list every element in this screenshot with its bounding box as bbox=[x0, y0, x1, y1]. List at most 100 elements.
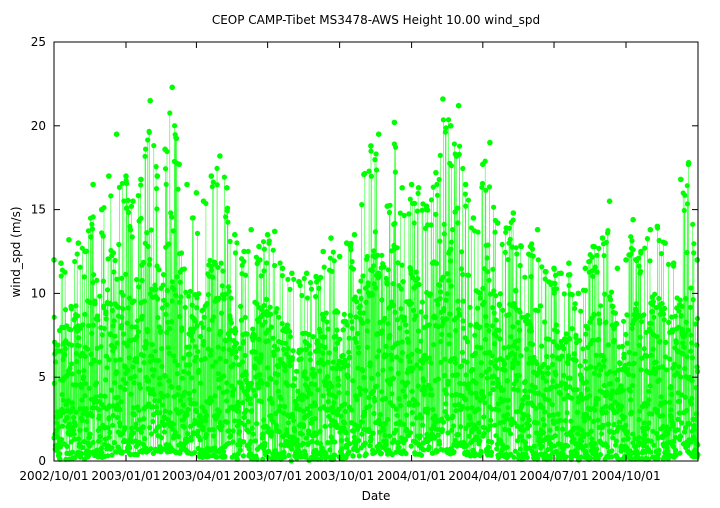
data-point bbox=[109, 387, 115, 393]
data-point bbox=[103, 377, 109, 383]
x-tick-label: 2004/04/01 bbox=[448, 469, 517, 483]
data-point-peak bbox=[193, 190, 200, 196]
data-point bbox=[279, 273, 285, 279]
data-point bbox=[197, 437, 203, 443]
data-point bbox=[370, 430, 376, 436]
data-point bbox=[79, 451, 85, 457]
data-point-peak bbox=[534, 226, 541, 233]
data-point bbox=[174, 135, 180, 142]
data-point-peak bbox=[90, 181, 96, 188]
data-point bbox=[187, 362, 193, 368]
data-point bbox=[133, 324, 139, 330]
data-point bbox=[400, 388, 406, 394]
data-point bbox=[329, 383, 335, 390]
data-point bbox=[256, 385, 262, 391]
data-point bbox=[246, 429, 252, 435]
data-point bbox=[636, 417, 642, 423]
data-point bbox=[590, 337, 596, 343]
data-point bbox=[567, 375, 573, 381]
data-point bbox=[361, 375, 367, 381]
data-point bbox=[359, 431, 365, 437]
data-point-peak bbox=[678, 176, 684, 183]
data-point bbox=[454, 372, 461, 378]
data-point bbox=[99, 332, 105, 338]
data-point bbox=[118, 399, 124, 405]
data-point bbox=[222, 453, 228, 459]
data-point bbox=[57, 444, 64, 450]
data-point bbox=[504, 378, 510, 384]
data-point bbox=[442, 356, 448, 362]
data-point bbox=[414, 208, 420, 214]
data-point bbox=[343, 429, 349, 436]
data-point bbox=[371, 263, 377, 269]
data-point bbox=[379, 389, 385, 395]
data-point bbox=[235, 399, 241, 405]
data-point bbox=[147, 358, 153, 365]
data-point bbox=[500, 387, 506, 393]
data-point bbox=[93, 394, 99, 400]
data-point bbox=[379, 252, 385, 258]
data-point bbox=[452, 437, 458, 443]
data-point bbox=[249, 408, 255, 414]
data-point bbox=[616, 419, 622, 425]
data-point bbox=[221, 174, 227, 180]
data-point-peak bbox=[147, 97, 153, 104]
data-point bbox=[168, 210, 174, 216]
data-point bbox=[404, 412, 410, 418]
data-point bbox=[491, 373, 497, 379]
data-point bbox=[397, 210, 403, 216]
data-point bbox=[257, 372, 263, 378]
data-point bbox=[96, 413, 102, 419]
data-point bbox=[539, 443, 545, 449]
data-point bbox=[401, 314, 407, 320]
data-point bbox=[100, 233, 106, 239]
data-point bbox=[488, 359, 494, 366]
data-point bbox=[195, 348, 201, 355]
data-point bbox=[121, 331, 127, 337]
data-point bbox=[603, 319, 609, 325]
data-point bbox=[603, 410, 609, 416]
data-point bbox=[484, 255, 490, 261]
data-point bbox=[357, 303, 363, 309]
data-point bbox=[670, 423, 676, 429]
data-point bbox=[534, 361, 540, 367]
data-point bbox=[316, 348, 322, 354]
data-point bbox=[116, 184, 122, 190]
data-point bbox=[436, 176, 442, 183]
data-point bbox=[113, 357, 119, 363]
data-point bbox=[294, 402, 300, 408]
data-point bbox=[512, 352, 518, 358]
data-point bbox=[221, 346, 227, 352]
data-point bbox=[579, 375, 585, 381]
data-point bbox=[135, 193, 141, 199]
data-point bbox=[192, 450, 198, 456]
data-point bbox=[656, 295, 662, 302]
data-point bbox=[105, 256, 111, 262]
data-point bbox=[489, 439, 495, 445]
data-point bbox=[262, 319, 268, 325]
data-point-peak bbox=[176, 161, 182, 168]
data-point bbox=[475, 406, 481, 412]
data-point bbox=[113, 369, 120, 375]
data-point bbox=[516, 373, 522, 379]
data-point-peak bbox=[248, 226, 254, 233]
data-point bbox=[692, 416, 699, 422]
data-point bbox=[141, 360, 147, 366]
data-point bbox=[356, 437, 362, 444]
data-point bbox=[399, 339, 405, 345]
data-point bbox=[595, 336, 602, 342]
data-point bbox=[63, 402, 69, 408]
data-point bbox=[515, 360, 521, 366]
data-point bbox=[358, 295, 364, 302]
data-point-peak bbox=[217, 153, 223, 159]
data-point-peak bbox=[462, 181, 469, 188]
data-point bbox=[449, 427, 455, 433]
data-point bbox=[152, 348, 158, 354]
data-point bbox=[561, 346, 567, 352]
data-point bbox=[310, 366, 316, 372]
data-point bbox=[546, 397, 552, 403]
data-point bbox=[685, 443, 691, 449]
data-point bbox=[657, 338, 663, 344]
data-point bbox=[549, 353, 556, 359]
data-point bbox=[338, 438, 345, 444]
